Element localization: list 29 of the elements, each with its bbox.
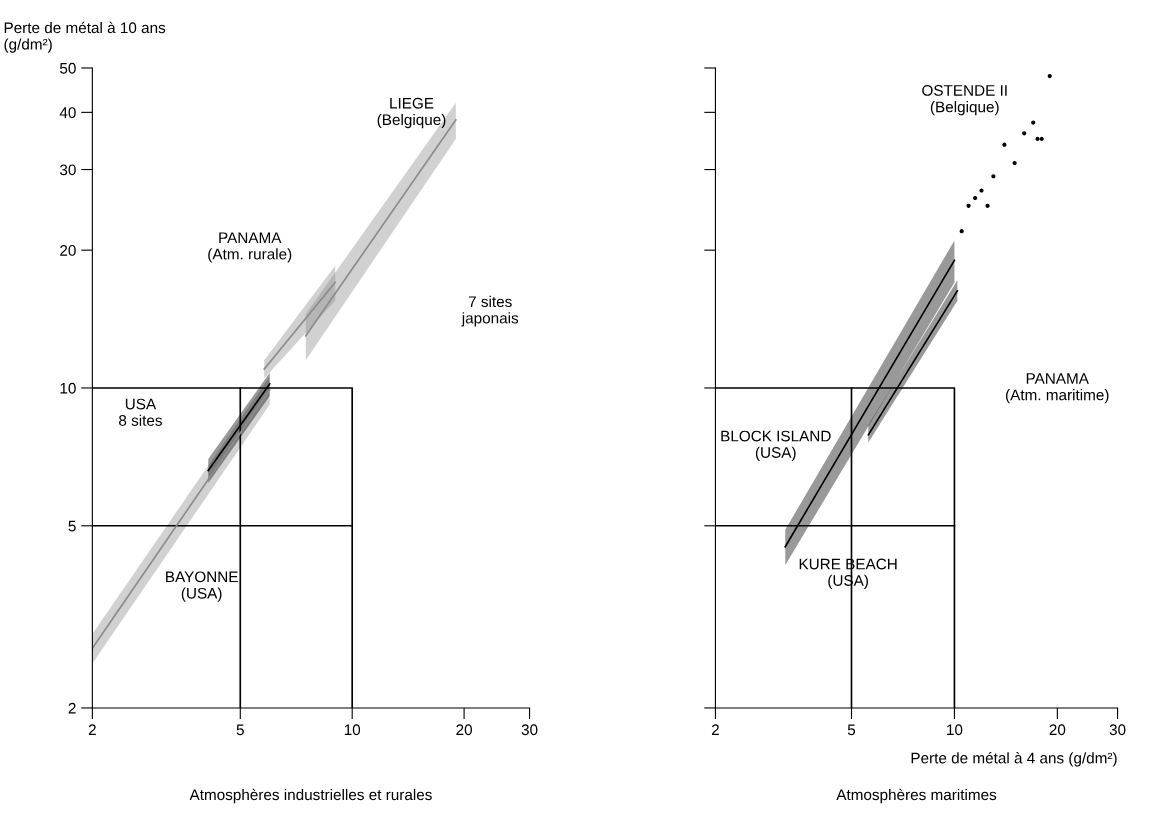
x-tick-label: 2 [711,724,719,736]
y-tick-label: 20 [60,245,76,256]
annotation: USA 8 sites [119,398,162,426]
x-axis-title: Perte de métal à 4 ans (g/dm²) [911,752,1117,767]
annotation: PANAMA (Atm. rurale) [208,232,292,263]
x-tick-label: 20 [456,724,472,736]
y-axis-title: Perte de métal à 10 ans (g/dm²) [4,21,166,53]
x-tick-label: 10 [947,724,963,736]
y-tick-label: 40 [59,107,76,119]
x-tick-label: 10 [344,724,361,736]
y-tick-label: 2 [68,702,76,714]
x-tick-label: 5 [847,724,856,736]
x-tick-label: 2 [88,724,96,736]
x-tick-label: 5 [236,724,244,736]
annotation: 7 sites japonais [461,295,519,327]
x-tick-label: 30 [521,724,538,736]
y-tick-label: 30 [59,164,76,176]
annotation: LIEGE (Belgique) [377,97,446,129]
annotation: BLOCK ISLAND (USA) [721,430,831,461]
text: Atmosphères industrielles et rurales [189,788,432,804]
annotation: BAYONNE (USA) [166,571,238,602]
annotation: PANAMA (Atm. maritime) [1006,373,1109,404]
x-tick-label: 30 [1109,724,1126,736]
x-tick-label: 20 [1049,724,1066,736]
y-tick-label: 50 [60,62,76,74]
text: Atmosphères maritimes [836,788,997,804]
annotation: OSTENDE II (Belgique) [922,85,1007,116]
y-tick-label: 10 [60,382,76,394]
y-tick-label: 5 [68,520,76,532]
